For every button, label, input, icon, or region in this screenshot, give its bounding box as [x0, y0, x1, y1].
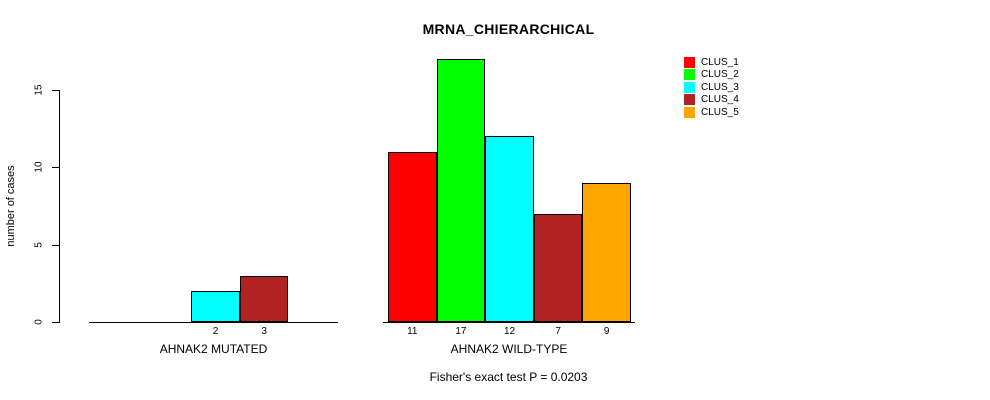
bar-value-label-clus-1-ahnak2-wild-type: 11: [407, 326, 418, 337]
bar-clus-2-ahnak2-wild-type: [436, 59, 486, 322]
y-tick-0: [52, 322, 59, 323]
x-baseline-ahnak2-wild-type: [383, 322, 635, 323]
y-tick-label-0: 0: [33, 319, 45, 325]
legend-swatch-clus-4: [684, 94, 695, 106]
y-tick-5: [52, 244, 59, 246]
bar-value-label-clus-5-ahnak2-wild-type: 9: [603, 326, 610, 337]
x-baseline-ahnak2-mutated: [89, 322, 338, 323]
legend-swatch-clus-2: [684, 69, 695, 81]
legend-swatch-clus-3: [684, 81, 695, 93]
legend: CLUS_1 CLUS_2 CLUS_3 CLUS_4 CLUS_5: [684, 56, 739, 119]
bar-clus-3-ahnak2-mutated: [191, 291, 240, 322]
bar-value-label-clus-3-ahnak2-mutated: 2: [212, 326, 219, 337]
bar-value-label-clus-4-ahnak2-mutated: 3: [261, 326, 267, 337]
y-axis-line: [59, 90, 60, 323]
legend-row-clus-5: CLUS_5: [684, 106, 739, 119]
bar-clus-3-ahnak2-wild-type: [485, 136, 534, 322]
bar-value-label-clus-3-ahnak2-wild-type: 12: [503, 326, 516, 337]
bar-clus-4-ahnak2-wild-type: [533, 213, 583, 322]
legend-label-clus-4: CLUS_4: [701, 94, 739, 106]
y-tick-label-5: 5: [33, 241, 45, 248]
legend-row-clus-1: CLUS_1: [684, 56, 739, 69]
legend-label-clus-3: CLUS_3: [701, 81, 739, 93]
legend-row-clus-4: CLUS_4: [684, 94, 739, 107]
bar-value-label-clus-4-ahnak2-wild-type: 7: [555, 326, 561, 337]
chart-footer-pvalue: Fisher's exact test P = 0.0203: [429, 370, 588, 384]
group-label-ahnak2-wild-type: AHNAK2 WILD-TYPE: [450, 342, 568, 356]
legend-swatch-clus-1: [684, 56, 695, 68]
y-axis-label: number of cases: [5, 165, 17, 247]
y-tick-15: [52, 90, 59, 91]
legend-swatch-clus-5: [684, 106, 695, 118]
bar-clus-5-ahnak2-wild-type: [582, 182, 631, 322]
legend-label-clus-2: CLUS_2: [701, 69, 739, 81]
legend-row-clus-3: CLUS_3: [684, 81, 739, 94]
y-tick-10: [52, 167, 59, 169]
y-tick-label-10: 10: [33, 161, 45, 173]
legend-label-clus-1: CLUS_1: [701, 56, 739, 68]
bar-value-label-clus-2-ahnak2-wild-type: 17: [455, 326, 467, 337]
chart-title: MRNA_CHIERARCHICAL: [422, 21, 595, 37]
legend-label-clus-5: CLUS_5: [701, 106, 739, 118]
bar-clus-4-ahnak2-mutated: [239, 275, 289, 322]
group-label-ahnak2-mutated: AHNAK2 MUTATED: [159, 342, 268, 356]
legend-row-clus-2: CLUS_2: [684, 69, 739, 82]
bar-clus-1-ahnak2-wild-type: [388, 151, 437, 322]
y-tick-label-15: 15: [33, 84, 45, 96]
